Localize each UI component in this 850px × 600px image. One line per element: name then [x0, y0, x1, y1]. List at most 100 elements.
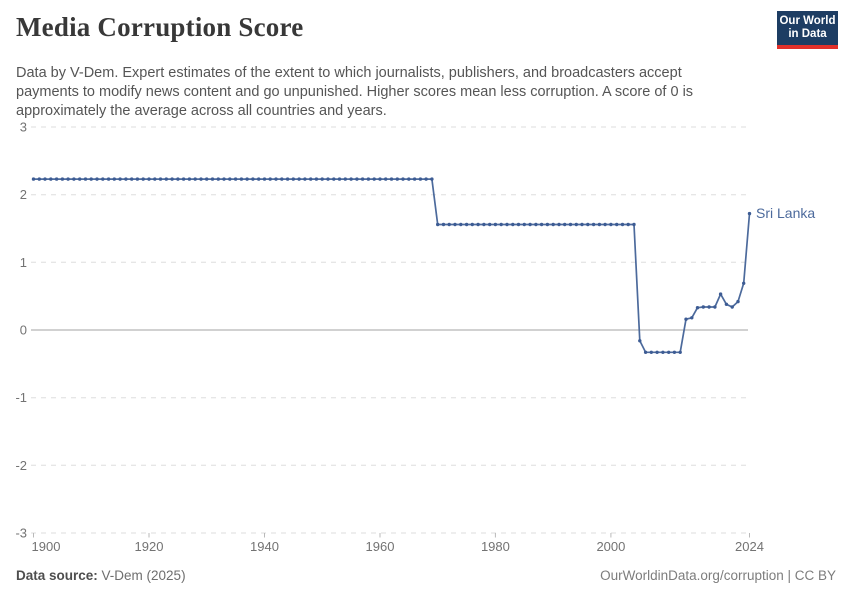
- data-point[interactable]: [586, 222, 590, 227]
- data-point[interactable]: [412, 177, 417, 181]
- data-point[interactable]: [366, 177, 371, 181]
- data-point[interactable]: [678, 350, 682, 354]
- data-point[interactable]: [545, 222, 550, 227]
- series-line[interactable]: [33, 178, 751, 354]
- data-point[interactable]: [724, 302, 729, 306]
- data-point[interactable]: [418, 177, 423, 181]
- data-point[interactable]: [493, 222, 498, 227]
- data-point[interactable]: [72, 177, 76, 181]
- data-point[interactable]: [488, 222, 492, 227]
- data-point[interactable]: [66, 177, 70, 181]
- data-point[interactable]: [470, 222, 474, 227]
- data-point[interactable]: [101, 177, 105, 181]
- data-point[interactable]: [684, 317, 688, 321]
- data-point[interactable]: [54, 177, 59, 181]
- data-point[interactable]: [603, 222, 607, 227]
- data-point[interactable]: [643, 350, 648, 354]
- data-point[interactable]: [597, 222, 602, 227]
- data-point[interactable]: [505, 222, 509, 227]
- data-point[interactable]: [516, 222, 521, 227]
- data-point[interactable]: [401, 177, 405, 181]
- data-point[interactable]: [320, 177, 324, 181]
- data-point[interactable]: [193, 177, 197, 181]
- data-point[interactable]: [574, 222, 578, 227]
- data-point[interactable]: [181, 177, 186, 181]
- data-point[interactable]: [176, 177, 180, 181]
- data-point[interactable]: [580, 222, 584, 227]
- data-point[interactable]: [436, 222, 440, 227]
- data-point[interactable]: [210, 177, 215, 181]
- data-point[interactable]: [378, 177, 382, 181]
- data-point[interactable]: [701, 305, 705, 309]
- data-point[interactable]: [528, 222, 532, 227]
- data-point[interactable]: [89, 177, 93, 181]
- data-point[interactable]: [626, 222, 630, 227]
- data-point[interactable]: [730, 305, 734, 309]
- data-point[interactable]: [464, 222, 469, 227]
- data-point[interactable]: [222, 177, 226, 181]
- data-point[interactable]: [447, 222, 451, 227]
- data-point[interactable]: [199, 177, 203, 181]
- data-point[interactable]: [430, 177, 434, 181]
- data-point[interactable]: [441, 222, 446, 227]
- data-point[interactable]: [31, 177, 36, 181]
- data-point[interactable]: [511, 222, 515, 227]
- data-point[interactable]: [522, 222, 526, 227]
- data-point[interactable]: [563, 222, 567, 227]
- data-point[interactable]: [257, 177, 261, 181]
- data-point[interactable]: [343, 177, 347, 181]
- data-point[interactable]: [551, 222, 555, 227]
- data-point[interactable]: [557, 222, 561, 227]
- data-point[interactable]: [205, 177, 209, 181]
- data-point[interactable]: [632, 222, 636, 227]
- data-point[interactable]: [337, 177, 342, 181]
- data-point[interactable]: [112, 177, 117, 181]
- data-point[interactable]: [309, 177, 313, 181]
- data-point[interactable]: [355, 177, 359, 181]
- data-point[interactable]: [124, 177, 128, 181]
- data-point[interactable]: [568, 222, 573, 227]
- data-point[interactable]: [141, 177, 145, 181]
- data-point[interactable]: [49, 177, 53, 181]
- data-point[interactable]: [539, 222, 544, 227]
- data-point[interactable]: [395, 177, 399, 181]
- data-point[interactable]: [609, 222, 613, 227]
- data-point[interactable]: [482, 222, 486, 227]
- data-point[interactable]: [476, 222, 480, 227]
- data-point[interactable]: [407, 177, 411, 181]
- data-point[interactable]: [216, 177, 220, 181]
- data-point[interactable]: [332, 177, 336, 181]
- data-point[interactable]: [713, 305, 717, 309]
- data-point[interactable]: [280, 177, 284, 181]
- data-point[interactable]: [349, 177, 353, 181]
- data-point[interactable]: [695, 306, 700, 310]
- data-point[interactable]: [285, 177, 290, 181]
- data-point[interactable]: [615, 222, 619, 227]
- data-point[interactable]: [170, 177, 174, 181]
- data-point[interactable]: [158, 177, 163, 181]
- data-point[interactable]: [667, 350, 671, 354]
- data-point[interactable]: [453, 222, 457, 227]
- data-point[interactable]: [303, 177, 307, 181]
- data-point[interactable]: [251, 177, 255, 181]
- data-point[interactable]: [60, 177, 65, 181]
- data-point[interactable]: [718, 292, 723, 296]
- data-point[interactable]: [153, 177, 157, 181]
- data-point[interactable]: [620, 222, 625, 227]
- data-point[interactable]: [747, 211, 752, 216]
- data-point[interactable]: [591, 222, 596, 227]
- data-point[interactable]: [239, 177, 244, 181]
- data-point[interactable]: [534, 222, 538, 227]
- data-point[interactable]: [389, 177, 394, 181]
- data-point[interactable]: [37, 177, 41, 181]
- data-point[interactable]: [384, 177, 388, 181]
- data-point[interactable]: [326, 177, 330, 181]
- data-point[interactable]: [43, 177, 47, 181]
- data-point[interactable]: [360, 177, 365, 181]
- data-point[interactable]: [135, 177, 140, 181]
- data-point[interactable]: [736, 299, 740, 304]
- data-point[interactable]: [372, 177, 376, 181]
- data-point[interactable]: [187, 177, 192, 181]
- data-point[interactable]: [499, 222, 503, 227]
- data-point[interactable]: [83, 177, 88, 181]
